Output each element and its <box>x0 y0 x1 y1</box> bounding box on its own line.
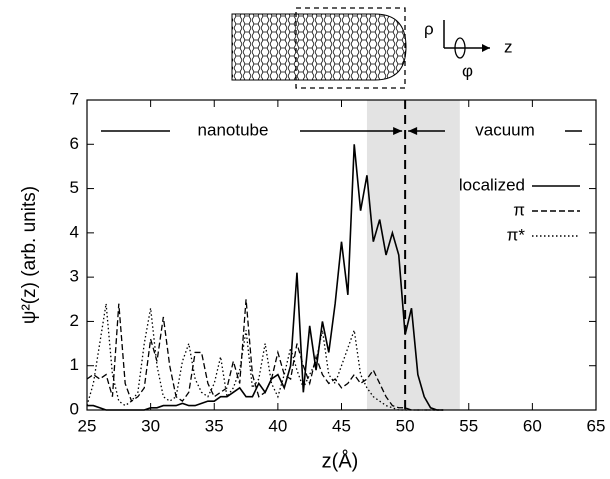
diagram-label: φ <box>462 61 473 80</box>
y-tick-label: 2 <box>70 311 79 330</box>
x-tick-label: 65 <box>587 416 606 435</box>
plot-frame <box>86 99 597 411</box>
diagram-label: z <box>504 37 513 56</box>
legend-label: localized <box>459 175 525 194</box>
y-tick-label: 6 <box>70 134 79 153</box>
legend-label: π <box>513 200 525 219</box>
x-axis-label: z(Å) <box>322 449 359 472</box>
data-line <box>86 303 444 411</box>
y-tick-label: 5 <box>70 178 79 197</box>
annotation: vacuum <box>475 120 535 139</box>
x-tick-label: 25 <box>78 416 97 435</box>
x-tick-label: 30 <box>141 416 160 435</box>
y-tick-label: 7 <box>70 89 79 108</box>
x-tick-label: 40 <box>268 416 287 435</box>
diagram-label: ρ <box>424 19 434 38</box>
arrow-head <box>408 127 418 135</box>
y-axis-label: ψ²(z) (arb. units) <box>19 186 40 324</box>
x-tick-label: 45 <box>332 416 351 435</box>
y-tick-label: 4 <box>70 222 79 241</box>
x-tick-label: 60 <box>523 416 542 435</box>
legend-label: π* <box>507 225 526 244</box>
x-tick-label: 50 <box>396 416 415 435</box>
vacuum-region <box>366 100 460 410</box>
y-tick-label: 0 <box>70 399 79 418</box>
data-line <box>86 299 444 411</box>
y-tick-label: 1 <box>70 355 79 374</box>
arrow-head <box>393 127 403 135</box>
x-tick-label: 35 <box>205 416 224 435</box>
annotation: nanotube <box>198 120 269 139</box>
y-tick-label: 3 <box>70 267 79 286</box>
x-tick-label: 55 <box>459 416 478 435</box>
nanotube-diagram <box>231 7 490 89</box>
